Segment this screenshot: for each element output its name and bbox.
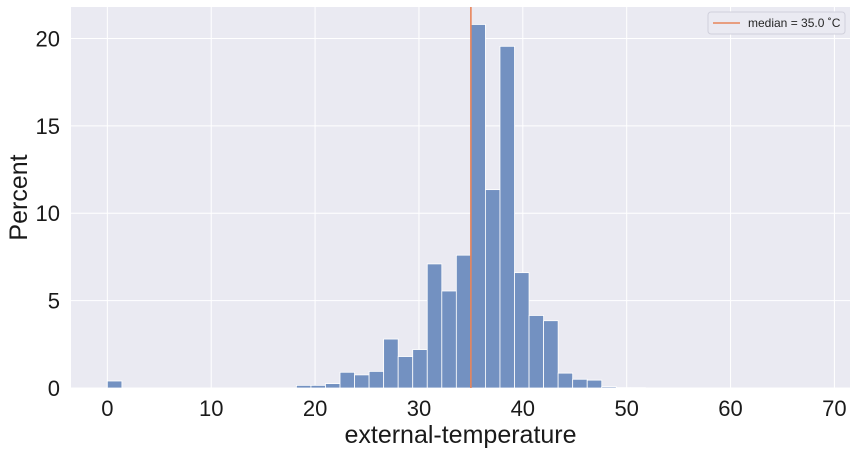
histogram-bar (543, 320, 559, 389)
histogram-bar (368, 370, 385, 389)
histogram-bar (295, 384, 312, 389)
histogram-bar (354, 374, 370, 389)
histogram-bar (325, 383, 341, 389)
histogram-bar (499, 45, 515, 389)
histogram-bar (397, 356, 414, 389)
x-tick-label: 10 (199, 396, 223, 421)
x-tick-label: 50 (614, 396, 638, 421)
y-tick-label: 5 (48, 289, 60, 314)
y-tick-labels: 0 5 10 15 20 (36, 26, 60, 401)
histogram-bar (106, 380, 123, 389)
x-tick-labels: 0 10 20 30 40 50 60 70 (101, 396, 846, 421)
histogram-bar (426, 263, 443, 389)
histogram-bar (601, 386, 617, 389)
legend-median-label: median = 35.0 ˚C (748, 16, 841, 30)
x-tick-label: 40 (511, 396, 535, 421)
x-tick-label: 30 (407, 396, 431, 421)
histogram-bar (470, 24, 486, 389)
histogram-bar (310, 384, 326, 389)
y-tick-label: 0 (48, 376, 60, 401)
histogram-bars (106, 24, 646, 389)
histogram-bar (586, 379, 603, 389)
x-tick-label: 20 (303, 396, 327, 421)
histogram-bar (557, 372, 574, 389)
legend: median = 35.0 ˚C (707, 11, 846, 35)
x-tick-label: 60 (718, 396, 742, 421)
y-axis-title: Percent (5, 154, 33, 240)
histogram-bar (441, 290, 457, 389)
histogram-bar (339, 371, 355, 389)
x-tick-label: 0 (101, 396, 113, 421)
histogram-bar (572, 378, 588, 389)
x-axis-title: external-temperature (344, 421, 576, 449)
legend-box (707, 11, 846, 35)
x-tick-label: 70 (822, 396, 846, 421)
histogram-bar (383, 338, 399, 389)
y-tick-label: 20 (36, 26, 60, 51)
histogram-bar (412, 349, 428, 389)
histogram-bar (528, 315, 544, 389)
y-tick-label: 10 (36, 201, 60, 226)
histogram-bar (485, 189, 501, 389)
histogram-bar (514, 272, 530, 389)
y-tick-label: 15 (36, 114, 60, 139)
histogram-bar (455, 254, 472, 389)
